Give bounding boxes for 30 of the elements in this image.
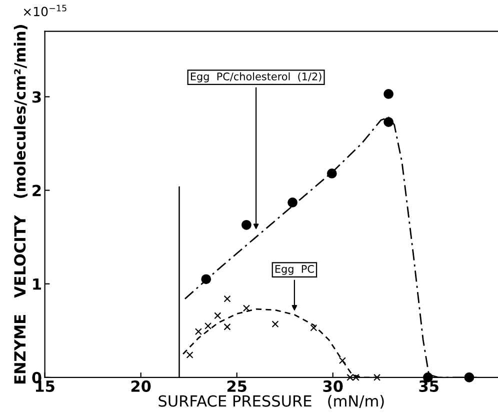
annotation: Egg PC/cholesterol (1/2) (190, 72, 322, 82)
x-tick-label: 35 (419, 380, 438, 392)
point (204, 322, 212, 330)
point (186, 351, 194, 358)
point (224, 295, 231, 302)
point (384, 117, 394, 127)
y-tick-label: 1 (33, 278, 41, 290)
y-tick-label: 3 (32, 91, 41, 103)
point (201, 274, 212, 284)
point (224, 323, 231, 330)
point (242, 304, 250, 312)
point (288, 198, 298, 208)
x-tick-label: 25 (227, 380, 246, 392)
point (272, 320, 279, 328)
y-axis-title: ENZYME VELOCITY (molecules/cm²/min) (14, 25, 28, 384)
annotation: Egg PC (275, 264, 314, 275)
x-axis-title: SURFACE PRESSURE (mN/m) (158, 394, 384, 409)
point (464, 372, 474, 382)
point (194, 328, 202, 336)
point (310, 324, 318, 332)
x-tick-label: 20 (131, 380, 151, 392)
y-tick-label: 2 (32, 184, 41, 196)
text: ×10$^{−15}$ (24, 4, 66, 16)
point (338, 357, 346, 364)
point (326, 168, 337, 178)
point (242, 220, 252, 230)
point (214, 312, 222, 320)
x-tick-label: 30 (323, 380, 343, 392)
point (384, 89, 394, 99)
point (374, 374, 381, 381)
